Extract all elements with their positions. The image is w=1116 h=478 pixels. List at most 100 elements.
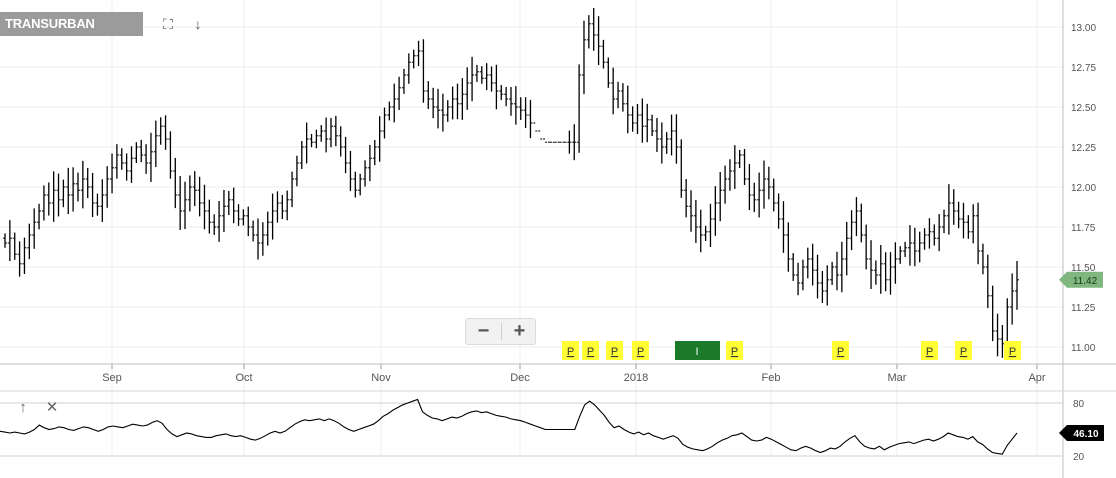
price-bar (577, 64, 582, 153)
price-bar (436, 88, 441, 129)
price-bar (864, 224, 869, 270)
price-bar (144, 144, 149, 174)
price-bar (246, 206, 251, 237)
price-bar (450, 86, 455, 120)
x-tick-label: Mar (888, 372, 907, 384)
event-marker: P (562, 341, 579, 360)
price-bar (805, 247, 810, 279)
event-marker: P (606, 341, 623, 360)
price-bar (713, 186, 718, 236)
price-bar (659, 122, 664, 164)
event-marker: P (1004, 341, 1021, 360)
price-bar (942, 209, 947, 234)
price-bar (333, 115, 338, 147)
last-price-tag: 11.42 (1059, 271, 1103, 288)
price-bar (226, 190, 231, 216)
value-tags: 11.42 46.10 (1059, 271, 1104, 441)
price-bar (737, 149, 742, 169)
y-tick-label: 12.00 (1071, 183, 1096, 194)
price-bar (426, 81, 431, 109)
price-bar (693, 199, 698, 243)
price-bar (946, 184, 951, 235)
price-bars (3, 8, 1019, 358)
price-bar (183, 181, 188, 230)
event-marker: P (921, 341, 938, 360)
price-bar (348, 150, 353, 192)
price-bar (367, 144, 372, 182)
price-bar (309, 133, 314, 148)
price-bar (153, 120, 158, 168)
close-icon[interactable]: ✕ (45, 399, 59, 416)
price-bar (61, 179, 66, 208)
price-bar (197, 176, 202, 217)
price-bar (363, 160, 368, 187)
price-bar (71, 167, 76, 212)
price-bar (932, 224, 937, 246)
price-bar (781, 201, 786, 253)
price-bar (377, 116, 382, 162)
price-bar (815, 254, 820, 299)
oscillator-panel: 80 20 (0, 398, 1085, 463)
price-bar (518, 97, 523, 120)
event-marker-label: P (926, 346, 933, 358)
expand-icon[interactable]: ⛶ (163, 16, 173, 32)
price-bar (56, 173, 61, 217)
price-bar (922, 228, 927, 250)
price-bar (995, 313, 1000, 357)
price-bar (231, 187, 236, 224)
price-bar (907, 225, 912, 266)
price-bar (980, 243, 985, 275)
price-bar (591, 8, 596, 51)
price-bar (343, 136, 348, 174)
price-bar (294, 155, 299, 187)
price-bar (927, 218, 932, 249)
event-marker-label: P (837, 346, 844, 358)
price-bar (328, 117, 333, 148)
price-bar (22, 237, 27, 274)
price-bar (689, 190, 694, 232)
price-bar (883, 252, 888, 292)
zoom-out-button[interactable]: − (477, 320, 490, 342)
price-bar (616, 81, 621, 109)
x-tick-label: Nov (371, 372, 391, 384)
event-marker-box (921, 341, 938, 360)
arrow-down-icon[interactable]: ↓ (194, 16, 202, 32)
price-bar (338, 126, 343, 157)
price-bar (581, 20, 586, 95)
event-marker-label: P (567, 346, 574, 358)
price-bar (406, 53, 411, 84)
x-tick-label: Oct (235, 372, 252, 384)
price-bar (105, 166, 110, 208)
price-bar (46, 182, 51, 216)
zoom-divider (501, 323, 502, 340)
price-bar (290, 171, 295, 208)
arrow-up-icon[interactable]: ↑ (19, 399, 27, 416)
price-bar (800, 259, 805, 291)
oscillator-value-tag-shape (1059, 424, 1104, 441)
price-bar (1000, 324, 1005, 358)
price-bar (41, 185, 46, 221)
x-tick-label: Sep (102, 372, 122, 384)
price-bar (392, 83, 397, 123)
price-bar (470, 56, 475, 102)
event-marker-box (562, 341, 579, 360)
price-bar (937, 214, 942, 252)
gridlines (0, 0, 1063, 456)
price-bar (752, 182, 757, 213)
price-bar (17, 241, 22, 277)
price-bar (12, 232, 17, 260)
oscillator-value-label: 46.10 (1073, 429, 1098, 440)
price-bar (397, 76, 402, 111)
price-bar (401, 68, 406, 94)
price-bar (810, 243, 815, 286)
price-bar (202, 184, 207, 230)
event-marker-label: P (637, 346, 644, 358)
oscillator-value-tag: 46.10 (1059, 424, 1104, 441)
price-bar (1015, 261, 1019, 310)
price-bar (854, 197, 859, 237)
price-bar (703, 225, 708, 241)
price-bar (173, 157, 178, 209)
last-price-label: 11.42 (1073, 276, 1098, 287)
zoom-in-button[interactable]: + (513, 320, 526, 342)
price-bar (596, 16, 601, 66)
